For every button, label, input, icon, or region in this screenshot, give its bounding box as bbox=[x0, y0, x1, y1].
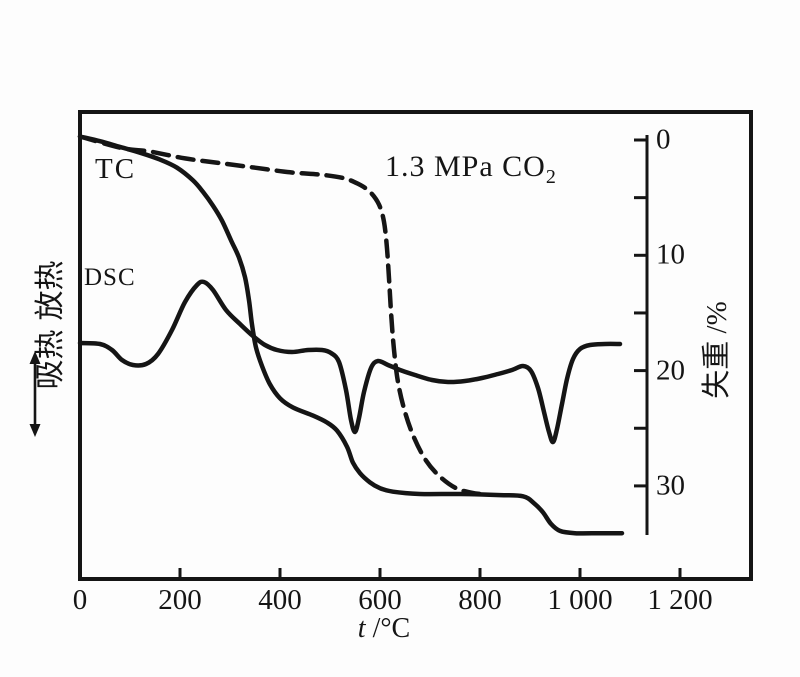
x-tick-label: 0 bbox=[72, 584, 88, 616]
curve-dsc bbox=[77, 279, 623, 445]
right-axis-tick-label: 10 bbox=[656, 238, 685, 271]
x-axis-title: t /°C bbox=[358, 613, 410, 645]
curve-tg-solid bbox=[77, 134, 625, 536]
tg-curve-label: TC bbox=[95, 153, 137, 185]
x-tick-label: 200 bbox=[158, 584, 202, 616]
x-axis-title-variable: t bbox=[357, 613, 366, 644]
right-axis-label: 失重 /% bbox=[697, 285, 733, 415]
x-tick-label: 1 200 bbox=[647, 584, 713, 616]
exothermic-label: 放热 bbox=[34, 260, 67, 321]
weight-loss-label: 失重 /% bbox=[701, 301, 733, 399]
x-tick-label: 400 bbox=[258, 584, 302, 616]
left-axis-label: 吸热 放热 bbox=[27, 213, 67, 437]
right-axis-tick-label: 0 bbox=[656, 123, 671, 156]
right-axis-tick-label: 30 bbox=[656, 469, 685, 502]
condition-text: 1.3 MPa CO bbox=[385, 150, 546, 183]
condition-annotation: 1.3 MPa CO2 bbox=[385, 150, 557, 189]
dsc-curve-label: DSC bbox=[84, 264, 136, 291]
right-axis-tick-label: 20 bbox=[656, 354, 685, 387]
endo-exo-double-arrow-icon bbox=[29, 351, 41, 437]
condition-subscript: 2 bbox=[545, 166, 557, 188]
x-axis-title-units: /°C bbox=[365, 613, 411, 644]
plot-border bbox=[78, 110, 753, 581]
x-tick-label: 600 bbox=[358, 584, 402, 616]
x-tick-label: 1 000 bbox=[547, 584, 613, 616]
curve-tg-co2-dashed bbox=[77, 134, 485, 497]
x-tick-label: 800 bbox=[458, 584, 502, 616]
